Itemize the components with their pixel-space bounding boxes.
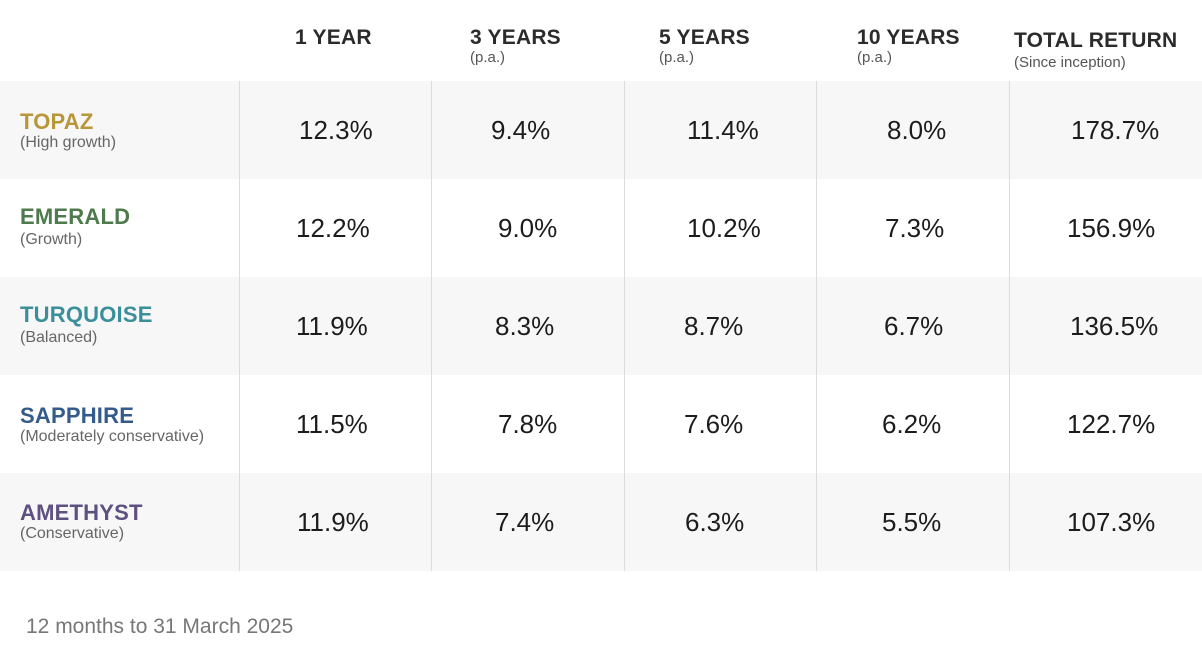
- header-title: 1 YEAR: [295, 26, 372, 49]
- header-title: 3 YEARS: [470, 26, 561, 49]
- table-row: EMERALD (Growth) 12.2% 9.0% 10.2% 7.3% 1…: [0, 179, 1202, 277]
- table-row: AMETHYST (Conservative) 11.9% 7.4% 6.3% …: [0, 473, 1202, 571]
- return-3-years: 7.8%: [498, 409, 558, 439]
- return-1-year: 12.3%: [299, 115, 373, 145]
- return-3-years: 9.4%: [491, 115, 551, 145]
- header-subtitle: (p.a.): [470, 49, 506, 66]
- column-divider: [624, 81, 625, 571]
- fund-name: AMETHYST: [20, 500, 143, 525]
- column-divider: [816, 81, 817, 571]
- fund-name-cell: SAPPHIRE (Moderately conservative): [20, 404, 204, 446]
- fund-risk-profile: (Growth): [20, 231, 83, 248]
- header-10-years: 10 YEARS (p.a.): [857, 26, 960, 66]
- header-5-years: 5 YEARS (p.a.): [659, 26, 750, 66]
- header-total-return: TOTAL RETURN (Since inception): [1014, 29, 1177, 71]
- fund-name: TURQUOISE: [20, 302, 153, 327]
- fund-returns-table: TOPAZ (High growth) 12.3% 9.4% 11.4% 8.0…: [0, 81, 1202, 571]
- return-total: 136.5%: [1070, 311, 1159, 341]
- fund-name: TOPAZ: [20, 109, 94, 134]
- return-1-year: 12.2%: [296, 213, 370, 243]
- return-10-years: 6.2%: [882, 409, 942, 439]
- fund-name-cell: TOPAZ (High growth): [20, 110, 116, 152]
- return-5-years: 10.2%: [687, 213, 761, 243]
- return-10-years: 6.7%: [884, 311, 944, 341]
- fund-name: SAPPHIRE: [20, 403, 135, 428]
- return-1-year: 11.5%: [296, 409, 368, 439]
- return-1-year: 11.9%: [296, 311, 368, 341]
- return-total: 178.7%: [1071, 115, 1160, 145]
- header-1-year: 1 YEAR: [295, 26, 372, 50]
- fund-name-cell: AMETHYST (Conservative): [20, 501, 143, 543]
- header-3-years: 3 YEARS (p.a.): [470, 26, 561, 66]
- header-subtitle: (p.a.): [857, 49, 893, 66]
- return-5-years: 8.7%: [684, 311, 744, 341]
- return-3-years: 7.4%: [495, 507, 555, 537]
- fund-risk-profile: (Conservative): [20, 525, 125, 542]
- column-divider: [1009, 81, 1010, 571]
- header-title: 5 YEARS: [659, 26, 750, 49]
- period-footnote: 12 months to 31 March 2025: [26, 615, 294, 638]
- header-title: 10 YEARS: [857, 26, 960, 49]
- fund-name-cell: EMERALD (Growth): [20, 205, 130, 249]
- table-row: TOPAZ (High growth) 12.3% 9.4% 11.4% 8.0…: [0, 81, 1202, 179]
- return-total: 156.9%: [1067, 213, 1156, 243]
- return-10-years: 8.0%: [887, 115, 947, 145]
- return-total: 107.3%: [1067, 507, 1156, 537]
- return-10-years: 7.3%: [885, 213, 945, 243]
- fund-risk-profile: (Balanced): [20, 329, 98, 346]
- return-total: 122.7%: [1067, 409, 1156, 439]
- fund-name: EMERALD: [20, 204, 131, 229]
- return-1-year: 11.9%: [297, 507, 369, 537]
- column-divider: [431, 81, 432, 571]
- column-divider: [239, 81, 240, 571]
- table-row: SAPPHIRE (Moderately conservative) 11.5%…: [0, 375, 1202, 473]
- header-subtitle: (Since inception): [1014, 54, 1126, 71]
- return-10-years: 5.5%: [882, 507, 942, 537]
- table-row: TURQUOISE (Balanced) 11.9% 8.3% 8.7% 6.7…: [0, 277, 1202, 375]
- return-5-years: 11.4%: [687, 115, 759, 145]
- table-header: 1 YEAR 3 YEARS (p.a.) 5 YEARS (p.a.) 10 …: [0, 0, 1202, 81]
- fund-name-cell: TURQUOISE (Balanced): [20, 303, 153, 347]
- fund-risk-profile: (High growth): [20, 134, 117, 151]
- fund-risk-profile: (Moderately conservative): [20, 428, 205, 445]
- return-3-years: 9.0%: [498, 213, 558, 243]
- return-5-years: 6.3%: [685, 507, 745, 537]
- header-subtitle: (p.a.): [659, 49, 695, 66]
- header-title: TOTAL RETURN: [1014, 29, 1178, 52]
- return-3-years: 8.3%: [495, 311, 555, 341]
- return-5-years: 7.6%: [684, 409, 744, 439]
